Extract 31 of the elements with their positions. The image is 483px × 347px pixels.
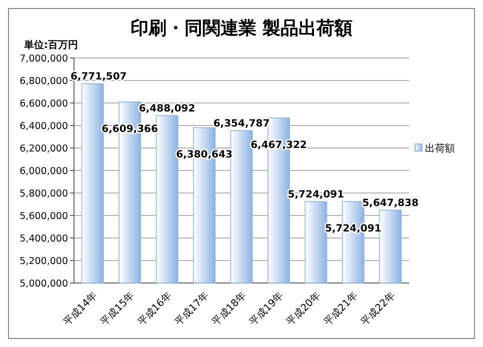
x-tick-label: 平成18年 [210,290,249,328]
y-tick-label: 6,400,000 [20,120,68,132]
text: 6,354,787 [213,118,270,130]
text: 単位:百万円 [23,39,78,51]
y-tick-label: 6,800,000 [20,76,68,87]
text: 6,467,322 [250,140,307,151]
y-tick-label: 5,400,000 [20,233,68,244]
text: 6,488,092 [138,104,196,115]
y-tick-label: 5,600,000 [20,210,68,222]
text: 6,380,643 [176,150,232,161]
x-tick-label: 平成22年 [358,290,398,328]
x-tick-label: 平成14年 [60,290,100,328]
legend-label: 出荷額 [425,142,455,154]
y-tick-label: 6,200,000 [20,143,68,154]
y-tick-label: 5,800,000 [20,188,68,200]
x-tick-label: 平成21年 [322,290,360,328]
text: 6,609,366 [102,124,158,135]
x-tick-label: 平成16年 [135,290,174,328]
y-tick-label: 5,200,000 [20,256,68,267]
x-tick-label: 平成20年 [284,290,324,328]
x-tick-label: 平成17年 [172,290,212,328]
text: 5,647,838 [362,198,419,210]
y-tick-label: 5,000,000 [20,278,68,290]
y-tick-label: 7,000,000 [20,53,68,64]
chart-title: 印刷・同関連業 製品出荷額 [130,18,353,39]
y-tick-label: 6,600,000 [20,98,68,110]
text: 5,724,091 [288,190,344,201]
x-tick-label: 平成19年 [247,290,286,328]
y-tick-label: 6,000,000 [20,166,68,177]
x-tick-label: 平成15年 [98,290,137,328]
text: 5,724,091 [325,224,382,235]
